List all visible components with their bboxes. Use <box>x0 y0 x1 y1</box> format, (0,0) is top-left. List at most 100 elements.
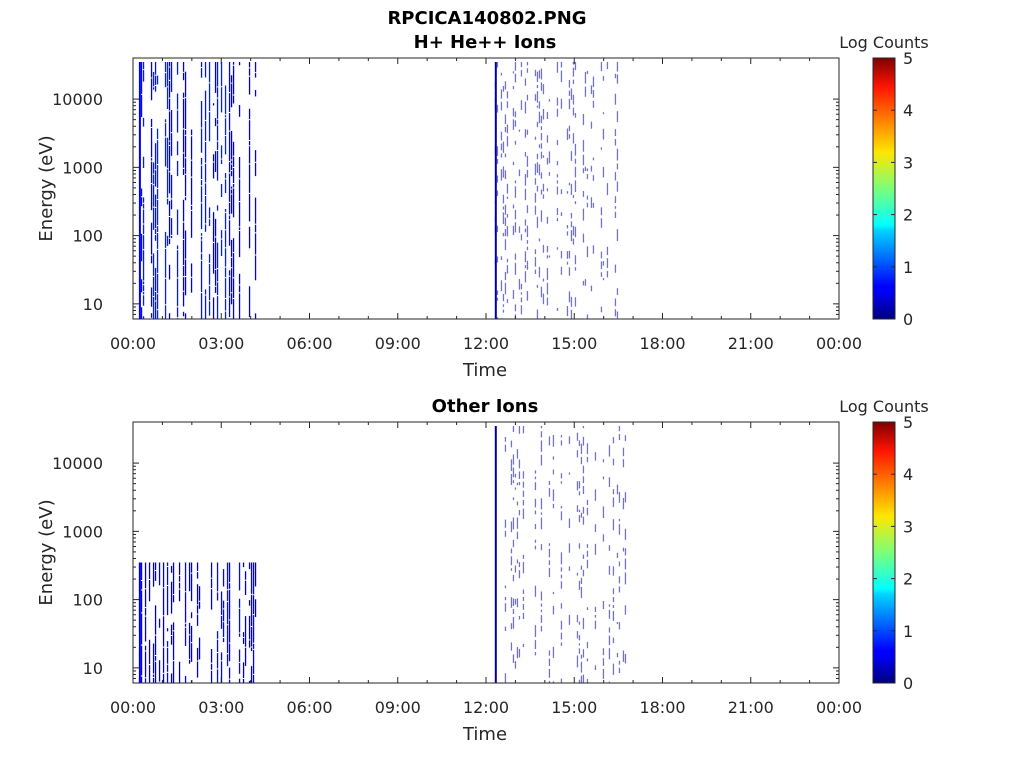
data-cell <box>198 586 201 601</box>
data-cell <box>220 184 223 197</box>
data-cell <box>542 278 545 282</box>
data-cell <box>500 131 503 141</box>
colorbar-tick-label: 5 <box>903 49 913 68</box>
data-cell <box>200 158 203 165</box>
data-cell <box>616 484 619 495</box>
data-cell <box>514 140 517 145</box>
data-cell <box>536 121 539 128</box>
data-cell <box>164 73 167 88</box>
data-cell <box>228 667 231 679</box>
data-cell <box>582 506 585 514</box>
data-cell <box>210 649 213 663</box>
data-cell <box>512 467 515 478</box>
data-cell <box>250 666 253 683</box>
data-cell <box>612 497 615 508</box>
data-cell <box>540 512 543 515</box>
data-cell <box>204 295 207 319</box>
data-cell <box>200 128 203 153</box>
data-cell <box>504 239 507 250</box>
data-cell <box>586 246 589 258</box>
data-cell <box>514 565 517 573</box>
data-cell <box>568 250 571 259</box>
data-cell <box>232 62 235 65</box>
data-cell <box>184 135 187 158</box>
data-cell <box>222 569 225 587</box>
data-cell <box>228 93 231 112</box>
data-cell <box>560 603 563 609</box>
data-cell <box>238 678 241 683</box>
data-cell <box>506 183 509 194</box>
data-cell <box>512 517 515 530</box>
data-cell <box>238 285 241 293</box>
data-cell <box>540 210 543 222</box>
data-cell <box>608 635 611 646</box>
colorbar-tick-label: 0 <box>903 310 913 329</box>
data-cell <box>176 62 179 75</box>
colorbar-frame <box>872 57 896 320</box>
data-cell <box>514 209 517 220</box>
data-cell <box>188 659 191 664</box>
data-cell <box>190 210 193 238</box>
data-cell <box>182 72 185 81</box>
data-cell <box>580 661 583 673</box>
figure-title: RPCICA140802.PNG <box>387 8 586 29</box>
data-cell <box>536 309 539 319</box>
data-cell <box>614 298 617 307</box>
data-cell <box>586 70 589 75</box>
data-cell <box>210 562 213 578</box>
data-cell <box>576 572 579 576</box>
data-cell <box>608 627 611 633</box>
data-cell <box>176 245 179 250</box>
data-cell <box>148 580 151 602</box>
data-cell <box>576 432 579 441</box>
data-cell <box>154 571 157 581</box>
data-cell <box>216 62 219 87</box>
data-cell <box>524 174 527 186</box>
data-cell <box>238 231 241 258</box>
data-cell <box>574 255 577 265</box>
data-cell <box>238 662 241 674</box>
data-cell <box>516 517 519 529</box>
data-cell <box>608 609 611 619</box>
data-cell <box>184 259 187 276</box>
data-cell <box>216 296 219 319</box>
data-cell <box>592 90 595 98</box>
data-cell <box>518 570 521 579</box>
data-cell <box>612 605 615 608</box>
data-cell <box>154 229 157 235</box>
data-cell <box>538 101 541 109</box>
data-cell <box>164 305 167 319</box>
data-cell <box>156 200 159 226</box>
data-cell <box>542 109 545 120</box>
data-cell <box>522 490 525 497</box>
data-cell <box>238 105 241 117</box>
data-cell <box>182 92 185 98</box>
data-cell <box>560 62 563 68</box>
data-cell <box>208 301 211 316</box>
data-cell <box>548 172 551 176</box>
colorbar-tick-label: 2 <box>903 570 913 589</box>
data-cell <box>536 71 539 82</box>
data-cell <box>614 206 617 209</box>
data-cell <box>152 185 155 207</box>
data-cell <box>184 130 187 135</box>
data-cell <box>582 114 585 126</box>
data-cell <box>216 631 219 639</box>
data-cell <box>232 141 235 156</box>
data-cell <box>208 207 211 219</box>
data-cell <box>182 266 185 277</box>
data-cell <box>536 185 539 192</box>
data-cell <box>166 235 169 246</box>
data-cell <box>504 114 507 124</box>
data-cell <box>572 133 575 144</box>
data-cell <box>590 285 593 292</box>
data-cell <box>560 632 563 640</box>
data-cell <box>154 194 157 207</box>
data-cell <box>540 143 543 149</box>
data-cell <box>590 85 593 95</box>
data-cell <box>582 168 585 174</box>
colorbar-tick-label: 3 <box>903 517 913 536</box>
data-cell <box>252 595 255 615</box>
data-cell <box>622 497 625 510</box>
data-cell <box>548 658 551 666</box>
